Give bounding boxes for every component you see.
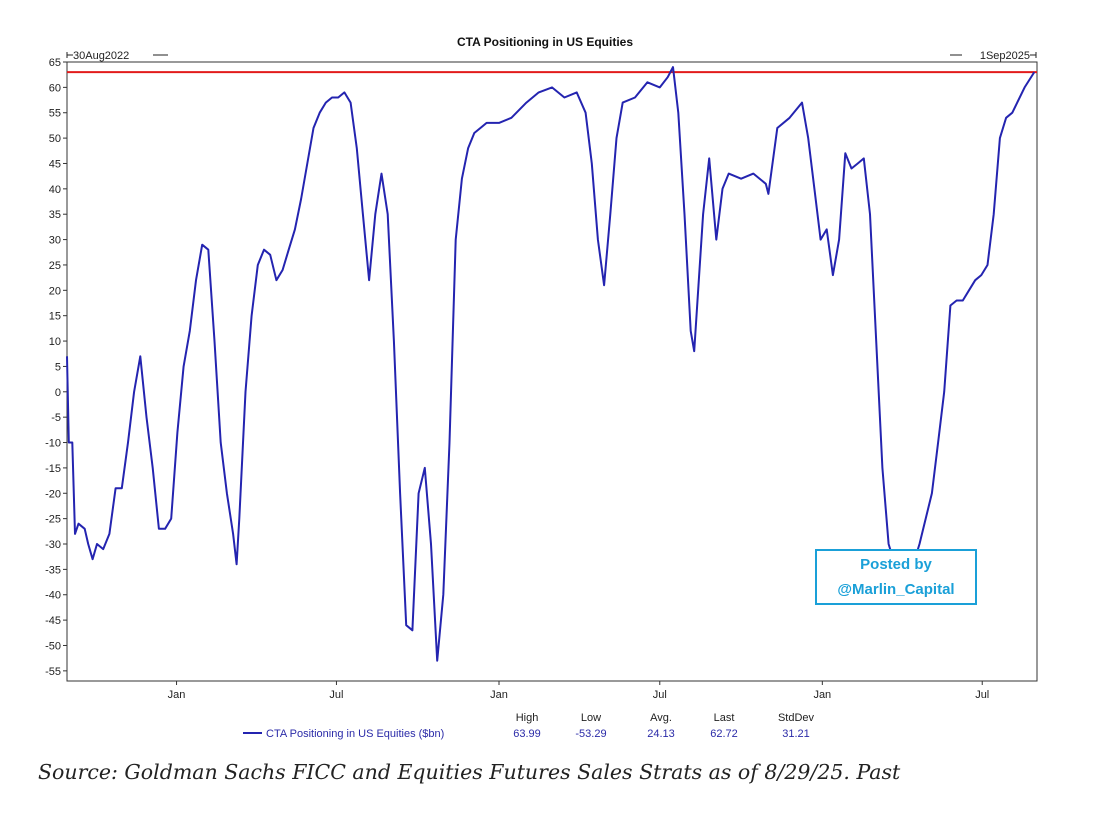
range-start-label: 30Aug2022	[73, 50, 129, 62]
y-tick-label: 0	[55, 387, 61, 399]
stat-value: 63.99	[513, 728, 541, 740]
watermark-line-1: Posted by	[860, 556, 932, 573]
stat-header: High	[516, 712, 539, 724]
y-tick-label: -55	[45, 666, 61, 678]
y-tick-label: 45	[49, 158, 61, 170]
y-tick-label: -40	[45, 590, 61, 602]
legend: CTA Positioning in US Equities ($bn)	[243, 728, 444, 740]
x-axis: Jan Jul Jan Jul Jan Jul	[168, 681, 989, 701]
y-tick-label: 20	[49, 285, 61, 297]
y-tick-label: 50	[49, 133, 61, 145]
y-tick-label: 30	[49, 235, 61, 247]
x-tick-label: Jan	[490, 689, 508, 701]
range-start-marker: 30Aug2022	[66, 50, 168, 62]
chart-svg: CTA Positioning in US Equities 30Aug2022…	[45, 35, 1038, 740]
y-tick-label: -15	[45, 463, 61, 475]
series-line	[66, 66, 1036, 662]
x-tick-label: Jul	[653, 689, 667, 701]
range-end-label: 1Sep2025	[980, 50, 1030, 62]
stat-value: 31.21	[782, 728, 810, 740]
y-axis: 65605550454035302520151050-5-10-15-20-25…	[45, 57, 67, 678]
range-end-marker: 1Sep2025	[950, 50, 1037, 62]
y-tick-label: -20	[45, 488, 61, 500]
y-tick-label: 65	[49, 57, 61, 69]
series-group	[66, 66, 1036, 662]
y-tick-label: -25	[45, 514, 61, 526]
y-tick-label: -30	[45, 539, 61, 551]
stat-header: Low	[581, 712, 601, 724]
y-tick-label: 15	[49, 311, 61, 323]
stat-value: 62.72	[710, 728, 738, 740]
y-tick-label: 25	[49, 260, 61, 272]
y-tick-label: -45	[45, 615, 61, 627]
stat-header: StdDev	[778, 712, 815, 724]
watermark-box: Posted by @Marlin_Capital	[815, 549, 977, 605]
y-tick-label: -50	[45, 640, 61, 652]
source-caption: Source: Goldman Sachs FICC and Equities …	[38, 760, 901, 784]
legend-label: CTA Positioning in US Equities ($bn)	[266, 728, 444, 740]
y-tick-label: 60	[49, 82, 61, 94]
y-tick-label: 35	[49, 209, 61, 221]
stats-table: High Low Avg. Last StdDev 63.99 -53.29 24.13 62.…	[513, 712, 814, 740]
y-tick-label: 55	[49, 108, 61, 120]
y-tick-label: 40	[49, 184, 61, 196]
stat-header: Avg.	[650, 712, 672, 724]
stat-header: Last	[714, 712, 735, 724]
x-tick-label: Jan	[168, 689, 186, 701]
y-tick-label: 5	[55, 361, 61, 373]
x-tick-label: Jan	[813, 689, 831, 701]
chart-title: CTA Positioning in US Equities	[457, 35, 633, 49]
stat-value: 24.13	[647, 728, 675, 740]
watermark-line-2: @Marlin_Capital	[837, 581, 955, 598]
x-tick-label: Jul	[975, 689, 989, 701]
x-tick-label: Jul	[329, 689, 343, 701]
y-tick-label: -35	[45, 564, 61, 576]
y-tick-label: -5	[51, 412, 61, 424]
y-tick-label: -10	[45, 438, 61, 450]
stat-value: -53.29	[575, 728, 606, 740]
y-tick-label: 10	[49, 336, 61, 348]
